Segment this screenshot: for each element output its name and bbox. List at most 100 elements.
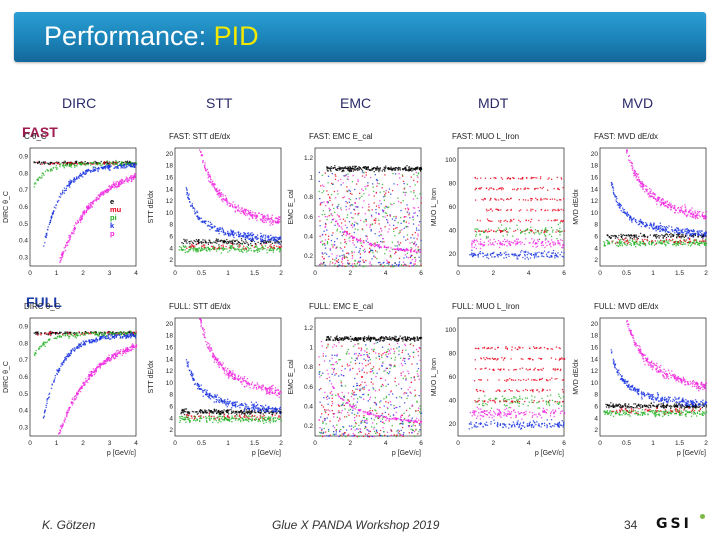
full-dirc-y-axis-label: DIRC θ_C bbox=[3, 361, 10, 393]
full-mvd-x-axis-label: p [GeV/c] bbox=[677, 450, 706, 457]
full-dirc-x-tick-label: 0 bbox=[28, 440, 32, 447]
fast-emc-y-tick-label: 1 bbox=[309, 175, 313, 182]
full-emc-y-axis-label: EMC E_cal bbox=[288, 359, 295, 394]
full-mdt-x-tick-label: 6 bbox=[562, 440, 566, 447]
fast-stt-x-tick-label: 1 bbox=[226, 270, 230, 277]
full-stt-y-tick-label: 14 bbox=[166, 356, 174, 363]
fast-dirc-y-tick-label: 0.9 bbox=[19, 153, 28, 160]
fast-mdt-y-tick-label: 20 bbox=[449, 251, 457, 258]
full-emc-x-tick-label: 6 bbox=[419, 440, 423, 447]
full-mvd-x-tick-label: 2 bbox=[704, 440, 708, 447]
full-mdt-x-tick-label: 2 bbox=[492, 440, 496, 447]
full-dirc-scatter-points bbox=[33, 330, 138, 435]
fast-emc-panel-title: FAST: EMC E_cal bbox=[309, 132, 373, 141]
fast-dirc-y-tick-label: 0.6 bbox=[19, 204, 28, 211]
full-dirc-y-tick-label: 0.3 bbox=[19, 425, 28, 432]
full-mvd-y-tick-label: 4 bbox=[594, 415, 598, 422]
fast-mvd-y-tick-label: 4 bbox=[594, 245, 598, 252]
full-mdt-x-tick-label: 4 bbox=[527, 440, 531, 447]
detector-label-dirc: DIRC bbox=[62, 95, 97, 111]
full-mdt-panel-title: FULL: MUO L_Iron bbox=[452, 302, 520, 311]
gsi-logo: GSI bbox=[656, 516, 692, 532]
fast-stt-y-tick-label: 8 bbox=[169, 222, 173, 229]
full-stt-y-tick-label: 10 bbox=[166, 380, 174, 387]
full-mdt-y-tick-label: 80 bbox=[449, 350, 457, 357]
full-dirc-panel-title: DIRC θ_C bbox=[24, 302, 61, 311]
footer-page-number: 34 bbox=[624, 518, 638, 532]
full-dirc-y-tick-label: 0.8 bbox=[19, 340, 28, 347]
fast-mdt-x-tick-label: 6 bbox=[562, 270, 566, 277]
fast-mvd-x-tick-label: 0.5 bbox=[622, 270, 631, 277]
fast-mvd-y-tick-label: 12 bbox=[591, 198, 599, 205]
detector-label-mdt: MDT bbox=[478, 95, 509, 111]
row-label-fast: FAST bbox=[22, 124, 58, 140]
fast-stt-x-tick-label: 1.5 bbox=[250, 270, 259, 277]
fast-mvd-x-tick-label: 0 bbox=[598, 270, 602, 277]
full-emc-y-tick-label: 0.4 bbox=[304, 404, 313, 411]
fast-mvd-x-tick-label: 1.5 bbox=[675, 270, 684, 277]
fast-stt-y-tick-label: 18 bbox=[166, 163, 174, 170]
full-stt-x-tick-label: 1 bbox=[226, 440, 230, 447]
fast-dirc-x-tick-label: 1 bbox=[55, 270, 59, 277]
fast-stt-y-tick-label: 10 bbox=[166, 210, 174, 217]
fast-stt-y-tick-label: 12 bbox=[166, 198, 174, 205]
full-dirc-y-tick-label: 0.6 bbox=[19, 374, 28, 381]
legend-entry-e: e bbox=[110, 197, 114, 206]
full-stt-x-tick-label: 2 bbox=[279, 440, 283, 447]
title-bar: Performance: PID bbox=[14, 12, 706, 62]
fast-stt-y-tick-label: 20 bbox=[166, 151, 174, 158]
full-dirc-x-tick-label: 3 bbox=[108, 440, 112, 447]
full-stt-y-tick-label: 8 bbox=[169, 392, 173, 399]
fast-emc-plot: FAST: EMC E_cal EMC E_cal 0.2 0.4 0.6 0.8 1 1.2… bbox=[288, 132, 423, 277]
fast-stt-y-axis-label: STT dE/dx bbox=[148, 190, 155, 223]
fast-emc-scatter-points bbox=[318, 165, 423, 268]
fast-mdt-y-tick-label: 60 bbox=[449, 204, 457, 211]
full-dirc-y-tick-label: 0.9 bbox=[19, 323, 28, 330]
full-stt-y-tick-label: 12 bbox=[166, 368, 174, 375]
row-label-full: FULL bbox=[26, 294, 62, 310]
full-stt-y-tick-label: 18 bbox=[166, 333, 174, 340]
fast-mdt-panel-title: FAST: MUO L_Iron bbox=[452, 132, 519, 141]
fast-mdt-x-tick-label: 0 bbox=[456, 270, 460, 277]
fast-stt-y-tick-label: 4 bbox=[169, 245, 173, 252]
full-mdt-y-tick-label: 100 bbox=[445, 327, 456, 334]
fast-emc-x-tick-label: 4 bbox=[384, 270, 388, 277]
title-accent: PID bbox=[213, 21, 259, 51]
fast-emc-x-tick-label: 6 bbox=[419, 270, 423, 277]
detector-label-emc: EMC bbox=[340, 95, 372, 111]
full-emc-y-tick-label: 1.2 bbox=[304, 325, 313, 332]
title-main: Performance: bbox=[44, 21, 214, 51]
fast-mvd-y-tick-label: 20 bbox=[591, 151, 599, 158]
full-dirc-x-tick-label: 2 bbox=[81, 440, 85, 447]
fast-stt-scatter-points bbox=[178, 149, 283, 254]
fast-stt-x-tick-label: 2 bbox=[279, 270, 283, 277]
full-emc-y-tick-label: 0.6 bbox=[304, 384, 313, 391]
full-dirc-y-tick-label: 0.5 bbox=[19, 391, 28, 398]
fast-mvd-y-tick-label: 8 bbox=[594, 222, 598, 229]
fast-emc-y-tick-label: 0.4 bbox=[304, 234, 313, 241]
full-mvd-y-tick-label: 2 bbox=[594, 427, 598, 434]
fast-dirc-y-tick-label: 0.4 bbox=[19, 238, 28, 245]
fast-mvd-y-tick-label: 10 bbox=[591, 210, 599, 217]
full-mvd-y-tick-label: 14 bbox=[591, 356, 599, 363]
fast-dirc-panel-title: C θ_C bbox=[24, 132, 47, 141]
fast-mdt-x-tick-label: 2 bbox=[492, 270, 496, 277]
fast-emc-x-tick-label: 0 bbox=[313, 270, 317, 277]
full-stt-y-axis-label: STT dE/dx bbox=[148, 360, 155, 393]
full-mdt-y-axis-label: MUO L_Iron bbox=[431, 358, 438, 396]
fast-dirc-y-tick-label: 0.3 bbox=[19, 255, 28, 262]
fast-mvd-scatter-points bbox=[603, 149, 708, 248]
gsi-logo-dot bbox=[700, 514, 705, 519]
full-stt-x-axis-label: p [GeV/c] bbox=[252, 450, 281, 457]
fast-dirc-x-tick-label: 4 bbox=[134, 270, 138, 277]
full-mvd-panel-title: FULL: MVD dE/dx bbox=[594, 302, 658, 311]
full-mvd-scatter-points bbox=[603, 320, 708, 418]
full-dirc-y-tick-label: 0.7 bbox=[19, 357, 28, 364]
full-mvd-y-tick-label: 10 bbox=[591, 380, 599, 387]
full-mdt-scatter-points bbox=[468, 346, 566, 430]
fast-dirc-x-tick-label: 3 bbox=[108, 270, 112, 277]
